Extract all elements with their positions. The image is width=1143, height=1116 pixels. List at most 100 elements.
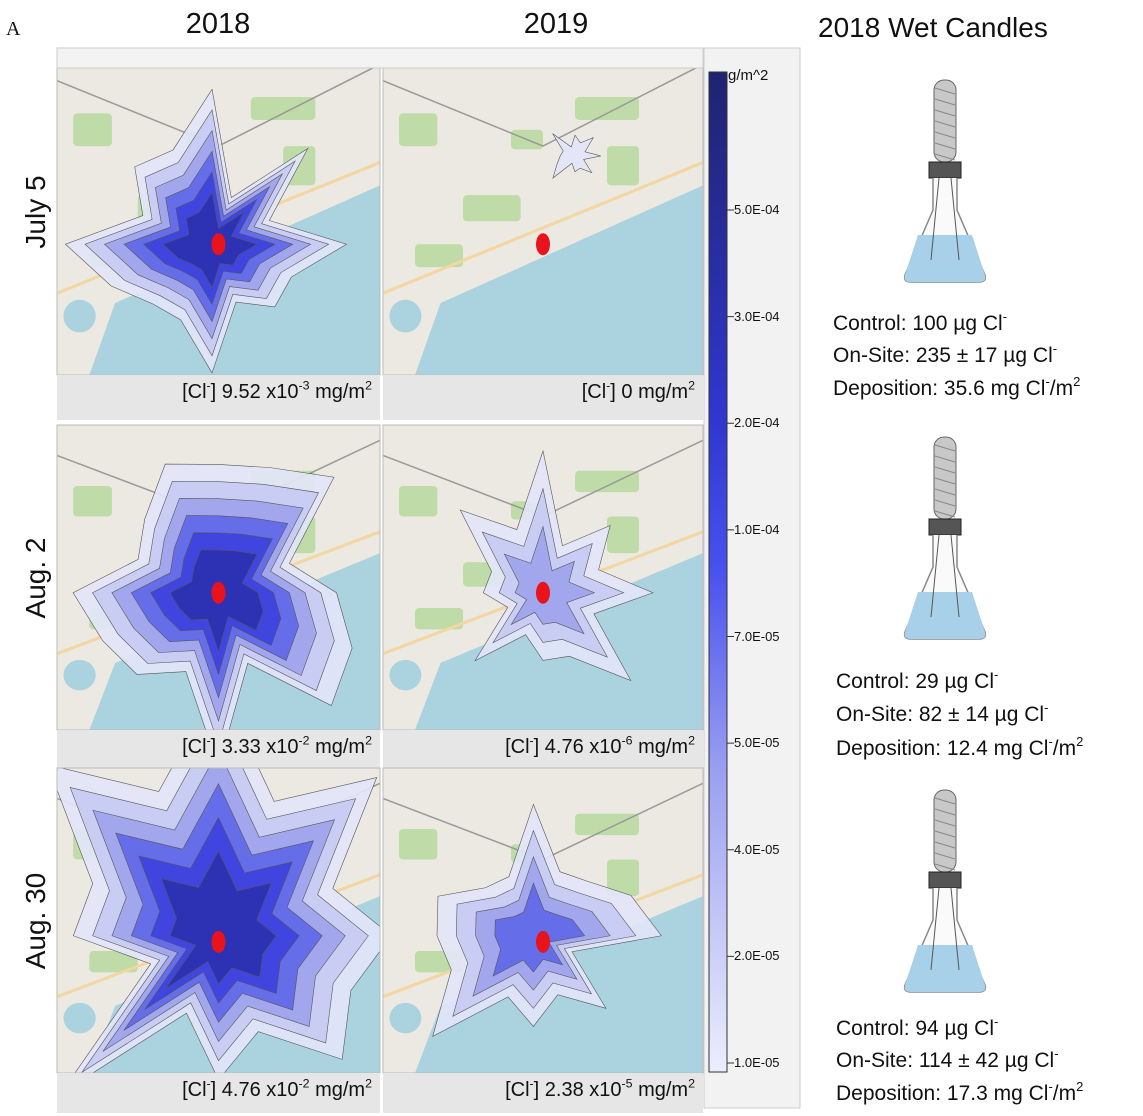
text-run: /m	[1050, 377, 1073, 400]
park	[251, 97, 316, 120]
text-run: On-Site: 114 ± 42 µg Cl	[836, 1049, 1054, 1072]
text-run: ] 3.33 x10	[211, 736, 299, 758]
candle-result: Deposition: 12.4 mg Cl-/m2	[836, 737, 1083, 761]
colorbar-tick-label: 5.0E-04	[734, 202, 780, 217]
text-run: Control: 29 µg Cl	[836, 670, 994, 693]
candles-title: 2018 Wet Candles	[818, 12, 1048, 44]
pond	[63, 660, 95, 691]
superscript: -2	[299, 733, 310, 747]
candle-result: Control: 29 µg Cl-	[836, 670, 998, 694]
map-panel	[383, 425, 703, 730]
candle-rod	[934, 790, 956, 872]
park	[463, 195, 521, 221]
row-label: Aug. 30	[20, 872, 52, 969]
candle-result: Control: 94 µg Cl-	[836, 1017, 998, 1041]
superscript: -3	[299, 378, 310, 392]
text-run: [Cl	[182, 381, 206, 403]
text-run: mg/m	[633, 1079, 689, 1101]
text-run: ] 4.76 x10	[211, 1079, 299, 1101]
superscript: 2	[688, 1076, 695, 1090]
park	[575, 471, 639, 492]
row-label: July 5	[20, 175, 52, 248]
map-caption: [Cl-] 4.76 x10-2 mg/m2	[182, 1079, 372, 1102]
candle-rod	[934, 437, 956, 519]
superscript: 2	[365, 733, 372, 747]
candle-stopper	[929, 872, 961, 888]
park	[73, 486, 112, 517]
colorbar-tick-label: 1.0E-04	[734, 522, 780, 537]
superscript: -	[1044, 700, 1048, 715]
pond	[389, 660, 421, 691]
text-run: mg/m	[310, 736, 366, 758]
text-run: ] 2.38 x10	[534, 1079, 622, 1101]
source-marker	[212, 582, 226, 604]
text-run: Deposition: 12.4 mg Cl	[836, 737, 1048, 760]
source-marker	[212, 233, 226, 255]
map-panel	[57, 48, 380, 375]
column-header: 2019	[516, 8, 596, 41]
source-marker	[212, 931, 226, 953]
colorbar-unit: g/m^2	[728, 67, 768, 84]
text-run: /m	[1053, 1082, 1076, 1105]
text-run: Control: 94 µg Cl	[836, 1017, 994, 1040]
text-run: Control: 100 µg Cl	[833, 312, 1003, 335]
map-caption: [Cl-] 2.38 x10-5 mg/m2	[505, 1079, 695, 1102]
text-run: /m	[1053, 737, 1076, 760]
text-run: ] 4.76 x10	[534, 736, 622, 758]
flask-liquid	[905, 235, 986, 282]
candle-result: Deposition: 17.3 mg Cl-/m2	[836, 1082, 1083, 1106]
superscript: 2	[1073, 374, 1080, 389]
text-run: mg/m	[310, 381, 366, 403]
colorbar-tick-label: 2.0E-04	[734, 415, 780, 430]
ruler	[57, 48, 703, 68]
superscript: -	[994, 1014, 998, 1029]
map-caption: [Cl-] 3.33 x10-2 mg/m2	[182, 736, 372, 759]
park	[399, 829, 437, 860]
park	[607, 146, 639, 185]
colorbar-tick-label: 3.0E-04	[734, 309, 780, 324]
source-marker	[536, 233, 550, 255]
superscript: -5	[622, 1076, 633, 1090]
candle-result: Control: 100 µg Cl-	[833, 312, 1007, 336]
candle-stopper	[929, 519, 961, 535]
park	[575, 814, 639, 835]
flask-liquid	[905, 592, 986, 639]
park	[399, 486, 437, 517]
text-run: ] 0 mg/m	[610, 381, 688, 403]
panel-label: A	[6, 18, 20, 41]
candle-rod	[934, 80, 956, 162]
superscript: -6	[622, 733, 633, 747]
column-header: 2018	[178, 8, 258, 41]
superscript: -	[1053, 341, 1057, 356]
text-run: ] 9.52 x10	[211, 381, 299, 403]
superscript: -	[1003, 309, 1007, 324]
colorbar-tick-label: 7.0E-05	[734, 629, 780, 644]
superscript: -2	[299, 1076, 310, 1090]
park	[399, 113, 437, 146]
map-panel	[383, 48, 703, 375]
colorbar-tick-label: 2.0E-05	[734, 948, 780, 963]
candle-result: On-Site: 235 ± 17 µg Cl-	[833, 344, 1057, 368]
pond	[63, 300, 95, 333]
map-caption: [Cl-] 0 mg/m2	[582, 381, 695, 404]
colorbar-tick-label: 5.0E-05	[734, 735, 780, 750]
superscript: -	[994, 667, 998, 682]
park	[575, 97, 639, 120]
text-run: mg/m	[633, 736, 689, 758]
row-label: Aug. 2	[20, 537, 52, 618]
superscript: 2	[1076, 1079, 1083, 1094]
candle-stopper	[929, 162, 961, 178]
text-run: mg/m	[310, 1079, 366, 1101]
pond	[389, 1003, 421, 1034]
flask-liquid	[905, 945, 986, 992]
text-run: [Cl	[182, 1079, 206, 1101]
map-panel	[383, 768, 703, 1073]
park	[607, 517, 639, 554]
colorbar-tick-label: 4.0E-05	[734, 842, 780, 857]
superscript: 2	[365, 1076, 372, 1090]
text-run: [Cl	[582, 381, 606, 403]
superscript: 2	[688, 378, 695, 392]
park	[73, 113, 112, 146]
text-run: [Cl	[505, 736, 529, 758]
map-caption: [Cl-] 9.52 x10-3 mg/m2	[182, 381, 372, 404]
